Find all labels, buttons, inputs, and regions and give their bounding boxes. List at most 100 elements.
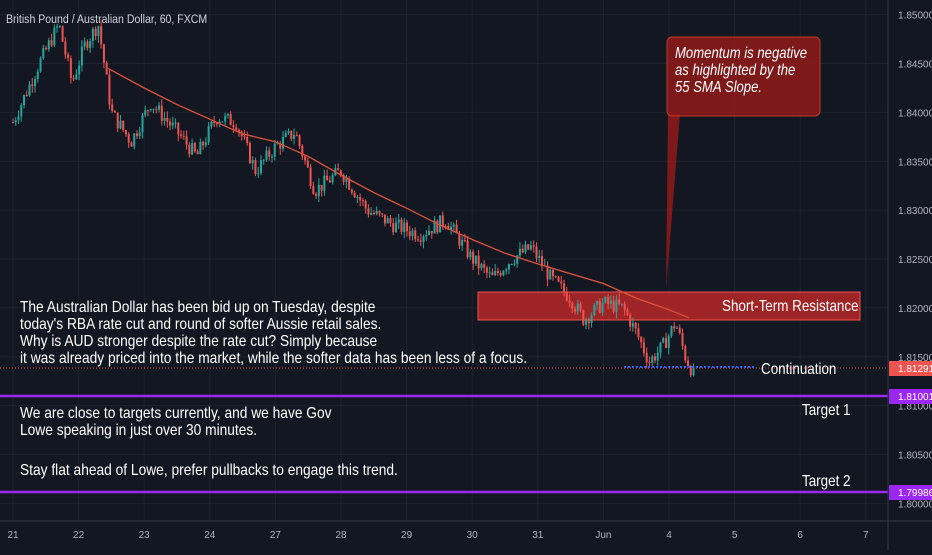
candle (17, 110, 20, 125)
candle (538, 249, 541, 263)
candle (428, 225, 431, 236)
candle (122, 120, 125, 133)
candle (290, 130, 293, 142)
candle (193, 141, 196, 153)
price-axis[interactable] (888, 0, 932, 550)
candle (532, 240, 535, 253)
candle (386, 215, 389, 224)
candle (72, 74, 75, 81)
candle (317, 178, 320, 203)
candle (389, 215, 392, 227)
candle (47, 37, 50, 52)
candle (364, 199, 367, 214)
candle (83, 37, 86, 51)
candle (425, 230, 428, 241)
candle (53, 24, 56, 48)
momentum-callout-text: Momentum is negative as highlighted by t… (675, 45, 807, 96)
y-tick-label: 1.85000 (898, 11, 932, 22)
candle (375, 206, 378, 216)
candle (403, 217, 406, 238)
candle (119, 114, 122, 130)
candle (521, 244, 524, 254)
candle (491, 268, 494, 276)
note-line: it was already priced into the market, w… (20, 350, 528, 367)
candle (463, 233, 466, 243)
candle (466, 236, 469, 260)
candle (414, 227, 417, 242)
levels (0, 366, 888, 494)
candle (25, 90, 28, 97)
candle (36, 68, 39, 83)
candle (383, 214, 386, 227)
candle (513, 259, 516, 267)
annotations: Short-Term Resistance Continuation Targe… (722, 298, 859, 490)
note-line: Lowe speaking in just over 30 minutes. (20, 422, 258, 439)
candle (163, 111, 166, 126)
candle (436, 219, 439, 235)
candle (598, 298, 601, 314)
momentum-callout[interactable] (666, 36, 821, 290)
x-tick-label: 29 (401, 530, 413, 541)
callout-line-2: as highlighted by the (675, 62, 796, 79)
candle (549, 268, 552, 280)
candle (656, 346, 659, 366)
candle (248, 141, 251, 165)
candle (587, 317, 590, 330)
candle (687, 356, 690, 368)
candle (257, 166, 260, 179)
candle (309, 164, 312, 190)
candle (323, 169, 326, 196)
candle (315, 191, 318, 200)
last-price-tag (889, 361, 932, 376)
candle (23, 94, 26, 109)
candle (232, 120, 235, 134)
candle (626, 307, 629, 316)
candle (618, 293, 621, 306)
y-tick-label: 1.82000 (898, 304, 932, 315)
candle (552, 268, 555, 281)
candle (411, 228, 414, 241)
candle (262, 158, 265, 165)
candle (518, 242, 521, 259)
sma-55-line[interactable] (107, 67, 689, 319)
resistance-zone[interactable] (477, 291, 861, 321)
candle (670, 325, 673, 338)
candle (180, 130, 183, 139)
candle (378, 210, 381, 217)
candle (174, 118, 177, 129)
candle (653, 353, 656, 364)
candle (629, 312, 632, 332)
candle (94, 26, 97, 41)
candle (546, 261, 549, 287)
candle (678, 324, 681, 335)
note-line: The Australian Dollar has been bid up on… (20, 299, 376, 316)
candle (202, 140, 205, 150)
candle (367, 204, 370, 218)
candle (477, 249, 480, 276)
y-tick-label: 1.80500 (898, 451, 932, 462)
candle (210, 120, 213, 129)
candle (667, 333, 670, 355)
candle (607, 294, 610, 310)
candle (67, 52, 70, 62)
candle (488, 266, 491, 278)
candle (80, 40, 83, 72)
candle (282, 130, 285, 152)
candle (499, 270, 502, 278)
candle (144, 105, 147, 118)
candle (182, 130, 185, 140)
x-tick-label: 5 (732, 530, 738, 541)
candle (147, 109, 150, 117)
candle (152, 108, 155, 114)
candle (177, 122, 180, 142)
candle (301, 144, 304, 161)
candle (328, 176, 331, 183)
candle (89, 38, 92, 53)
candle (585, 317, 588, 329)
candle (408, 225, 411, 240)
target-2-label: Target 2 (802, 473, 851, 490)
candle (689, 364, 692, 378)
y-tick-label: 1.83000 (898, 206, 932, 217)
